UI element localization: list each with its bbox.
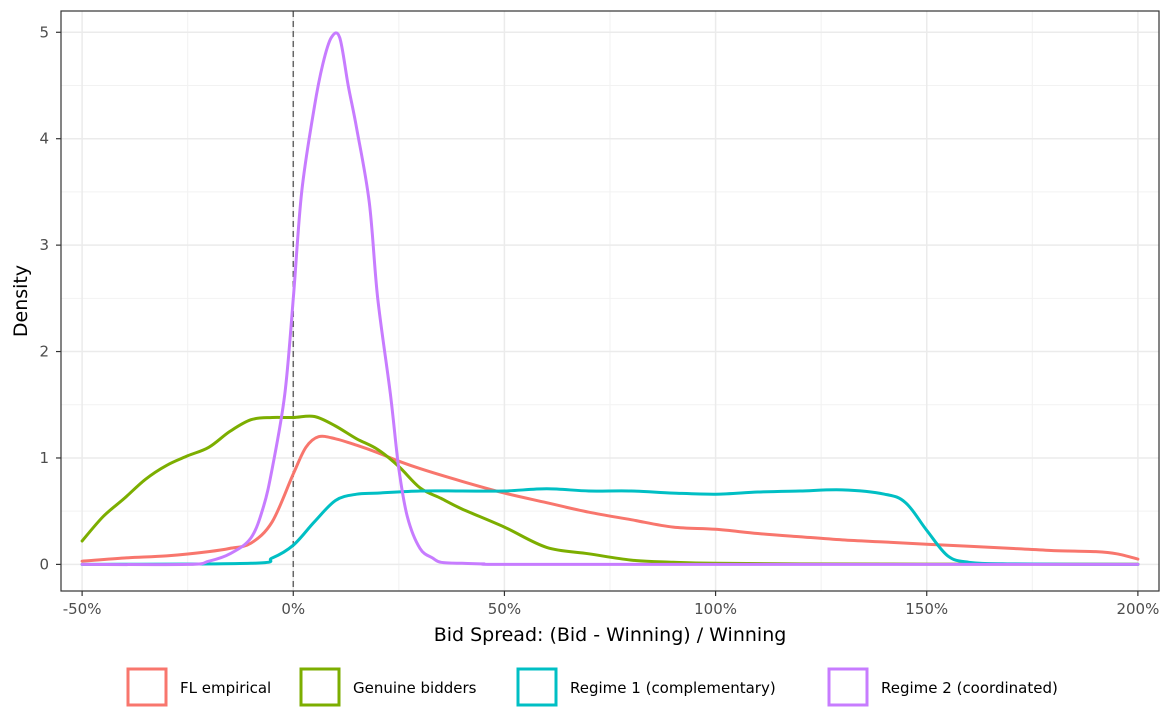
x-tick-label: 150% [905, 600, 948, 618]
series-layer [80, 31, 1140, 567]
y-tick-label: 1 [39, 449, 49, 467]
legend-label: Regime 1 (complementary) [570, 679, 776, 697]
x-tick-label: 200% [1116, 600, 1159, 618]
legend-key [299, 667, 341, 707]
x-axis-title: Bid Spread: (Bid - Winning) / Winning [434, 624, 787, 646]
x-tick-label: -50% [63, 600, 102, 618]
x-tick-label: 50% [488, 600, 521, 618]
y-tick-label: 5 [39, 23, 49, 41]
series-line-4 [80, 31, 1140, 567]
x-tick-label: 0% [281, 600, 305, 618]
x-axis: -50% 0% 50% 100% 150% 200% [63, 591, 1159, 618]
legend-label: Regime 2 (coordinated) [881, 679, 1058, 697]
series-line-3 [80, 487, 1140, 566]
x-tick-label: 100% [694, 600, 737, 618]
series-line-1 [80, 434, 1140, 563]
legend-key [827, 667, 869, 707]
plot-border [60, 10, 1160, 592]
y-tick-label: 4 [39, 130, 49, 148]
y-tick-label: 2 [39, 343, 49, 361]
legend: FL empirical Genuine bidders Regime 1 (com… [126, 667, 1058, 707]
legend-key [516, 667, 558, 707]
legend-label: Genuine bidders [353, 679, 477, 697]
legend-label: FL empirical [180, 679, 271, 697]
y-tick-label: 3 [39, 236, 49, 254]
legend-key [126, 667, 168, 707]
grid [61, 11, 1159, 591]
y-axis: 0 1 2 3 4 5 [39, 23, 61, 573]
y-tick-label: 0 [39, 555, 49, 573]
y-axis-title: Density [10, 265, 32, 337]
